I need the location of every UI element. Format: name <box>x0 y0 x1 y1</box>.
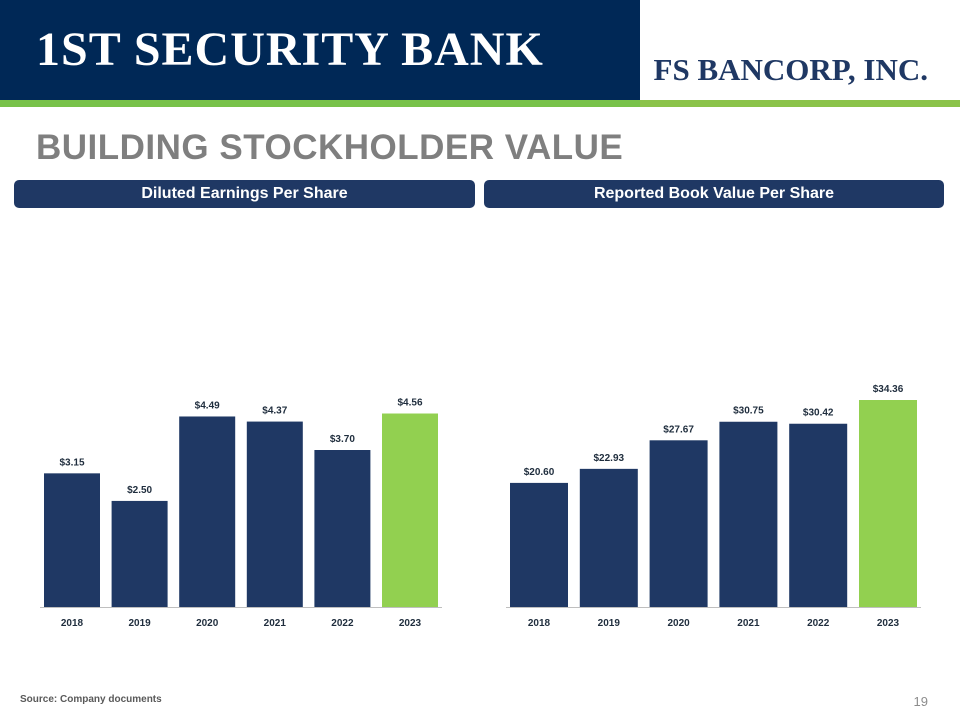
first-security-bank-logo: 1ST SECURITY BANK <box>36 23 544 76</box>
eps-value-label-2018: $3.15 <box>59 457 84 468</box>
bvps-value-label-2021: $30.75 <box>733 406 764 417</box>
eps-category-label-2023: 2023 <box>399 618 422 629</box>
bvps-value-label-2022: $30.42 <box>803 408 834 419</box>
bvps-value-label-2018: $20.60 <box>524 467 555 478</box>
bvps-bar-2022 <box>789 423 848 607</box>
eps-category-label-2021: 2021 <box>264 618 287 629</box>
eps-bar-chart: $3.15 2018 $2.50 2019 $4.49 2020 $4.37 2021 $3.7… <box>40 398 442 629</box>
bvps-bar-2018 <box>510 482 568 607</box>
page-number: 19 <box>913 694 928 709</box>
book-value-chart-title: Reported Book Value Per Share <box>484 180 944 208</box>
source-note: Source: Company documents <box>20 694 162 705</box>
eps-value-label-2019: $2.50 <box>127 485 152 496</box>
slide-title: BUILDING STOCKHOLDER VALUE <box>36 128 624 167</box>
bvps-category-label-2022: 2022 <box>807 618 830 629</box>
bvps-bar-2020 <box>649 440 708 607</box>
eps-category-label-2018: 2018 <box>61 618 84 629</box>
header-band <box>0 0 640 100</box>
eps-bar-2019 <box>111 500 168 607</box>
book-value-bar-chart: $20.60 2018 $22.93 2019 $27.67 2020 $30.75 2021… <box>506 384 921 629</box>
eps-bar-2020 <box>179 416 236 607</box>
bvps-bar-2019 <box>579 468 638 607</box>
eps-bar-2022 <box>314 450 371 607</box>
bvps-category-label-2023: 2023 <box>877 618 900 629</box>
bvps-value-label-2023: $34.36 <box>873 384 904 395</box>
eps-chart-title: Diluted Earnings Per Share <box>14 180 475 208</box>
bvps-value-label-2019: $22.93 <box>594 453 625 464</box>
bvps-value-label-2020: $27.67 <box>663 424 694 435</box>
eps-value-label-2020: $4.49 <box>195 400 220 411</box>
fs-bancorp-logo: FS BANCORP, INC. <box>653 52 928 87</box>
eps-category-label-2020: 2020 <box>196 618 219 629</box>
eps-bar-2023 <box>382 413 438 607</box>
bvps-bar-2021 <box>719 421 778 607</box>
bvps-category-label-2020: 2020 <box>667 618 690 629</box>
eps-value-label-2022: $3.70 <box>330 434 355 445</box>
bvps-category-label-2019: 2019 <box>598 618 621 629</box>
header-accent-line <box>0 100 960 107</box>
eps-category-label-2022: 2022 <box>331 618 354 629</box>
eps-bar-2021 <box>246 421 303 607</box>
eps-bar-2018 <box>44 473 100 607</box>
eps-category-label-2019: 2019 <box>128 618 151 629</box>
bvps-category-label-2021: 2021 <box>737 618 760 629</box>
eps-value-label-2021: $4.37 <box>262 406 287 417</box>
bvps-category-label-2018: 2018 <box>528 618 551 629</box>
bvps-bar-2023 <box>859 400 917 607</box>
eps-value-label-2023: $4.56 <box>397 398 422 409</box>
